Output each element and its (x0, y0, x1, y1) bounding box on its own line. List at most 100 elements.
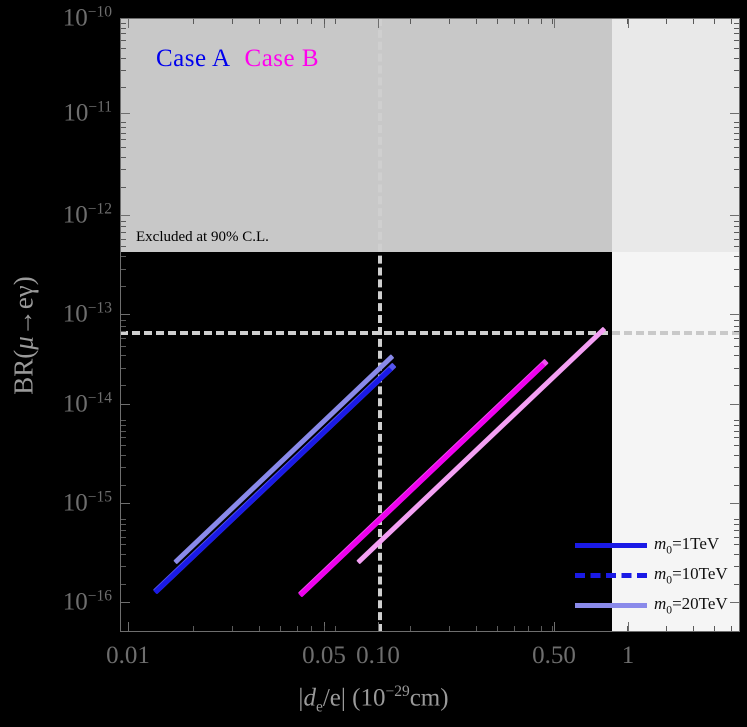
legend-swatch-1 (575, 572, 647, 578)
y-minor-tick (120, 566, 126, 568)
x-minor-tick (730, 626, 732, 632)
y-minor-tick (120, 424, 126, 426)
y-minor-tick (734, 40, 740, 42)
x-minor-tick (311, 626, 313, 632)
y-minor-tick (734, 484, 740, 486)
x-major-tick-top-0 (128, 18, 129, 28)
y-major-tick-right-3 (730, 314, 740, 315)
y-minor-tick (734, 430, 740, 432)
y-major-tick-1 (120, 113, 130, 114)
x-major-tick-top-2 (378, 18, 379, 28)
x-minor-tick (279, 18, 281, 24)
y-minor-tick (734, 345, 740, 347)
x-minor-tick (627, 18, 629, 24)
y-minor-tick (120, 22, 126, 24)
y-minor-tick (120, 536, 126, 538)
x-minor-tick (296, 626, 298, 632)
y-minor-tick (120, 87, 126, 89)
x-minor-tick (713, 626, 715, 632)
y-minor-tick (734, 87, 740, 89)
legend-swatch-2 (575, 602, 647, 608)
x-title-mid: /e| (10 (322, 684, 386, 712)
y-minor-tick (734, 186, 740, 188)
y-minor-tick (734, 126, 740, 128)
y-title-post: →eγ) (8, 276, 39, 337)
x-major-tick-3 (554, 622, 555, 632)
x-minor-tick (513, 626, 515, 632)
x-minor-tick (258, 18, 260, 24)
y-minor-tick (120, 40, 126, 42)
y-minor-tick (120, 246, 126, 248)
x-minor-tick (540, 18, 542, 24)
y-minor-tick (734, 69, 740, 71)
y-minor-tick (120, 331, 126, 333)
reference-line-horizontal (120, 331, 740, 335)
y-minor-tick (120, 156, 126, 158)
x-minor-tick (513, 18, 515, 24)
x-minor-tick (528, 626, 530, 632)
y-minor-tick (734, 156, 740, 158)
y-title-pre: BR( (8, 349, 39, 395)
x-minor-tick (496, 18, 498, 24)
exclusion-region-br (120, 18, 612, 252)
y-title-mu: μ (8, 336, 39, 350)
x-minor-tick (323, 626, 325, 632)
y-minor-tick (120, 139, 126, 141)
y-major-tick-4 (120, 404, 130, 405)
x-tick-label-1: 0.05 (302, 642, 346, 669)
y-minor-tick (734, 454, 740, 456)
x-minor-tick (528, 18, 530, 24)
y-minor-tick (734, 320, 740, 322)
y-tick-label-0: 10−10 (62, 3, 112, 32)
x-minor-tick (335, 18, 337, 24)
x-minor-tick (410, 18, 412, 24)
x-minor-tick (448, 18, 450, 24)
x-minor-tick (692, 626, 694, 632)
y-minor-tick (734, 519, 740, 521)
y-major-tick-0 (120, 18, 130, 19)
x-minor-tick (296, 18, 298, 24)
exclusion-region-edm-upper (612, 18, 740, 252)
y-minor-tick (734, 231, 740, 233)
y-minor-tick (734, 226, 740, 228)
reference-line-horizontal-light (612, 331, 740, 335)
x-minor-tick (410, 626, 412, 632)
x-major-tick-top-4 (628, 18, 629, 28)
x-minor-tick (335, 626, 337, 632)
y-minor-tick (734, 22, 740, 24)
y-minor-tick (734, 47, 740, 49)
y-minor-tick (120, 221, 126, 223)
y-major-tick-2 (120, 215, 130, 216)
legend-item-1: m0=10TeV (575, 560, 728, 590)
x-tick-label-4: 1 (621, 642, 635, 669)
y-minor-tick (120, 126, 126, 128)
y-minor-tick (734, 27, 740, 29)
y-minor-tick (734, 467, 740, 469)
y-tick-label-4: 10−14 (62, 389, 112, 418)
y-minor-tick (120, 524, 126, 526)
y-minor-tick (734, 536, 740, 538)
x-tick-label-0: 0.01 (106, 642, 150, 669)
x-minor-tick (730, 18, 732, 24)
x-minor-tick (475, 626, 477, 632)
y-major-tick-3 (120, 314, 130, 315)
y-minor-tick (734, 445, 740, 447)
y-major-tick-right-4 (730, 404, 740, 405)
y-minor-tick (120, 226, 126, 228)
x-title-post: cm) (409, 684, 449, 712)
x-minor-tick (475, 18, 477, 24)
x-minor-tick (552, 18, 554, 24)
y-minor-tick (734, 544, 740, 546)
y-tick-label-6: 10−16 (62, 587, 112, 616)
y-minor-tick (120, 437, 126, 439)
y-minor-tick (120, 121, 126, 123)
y-minor-tick (120, 554, 126, 555)
x-minor-tick (279, 626, 281, 632)
y-minor-tick (120, 47, 126, 49)
y-minor-tick (734, 337, 740, 339)
y-minor-tick (120, 286, 126, 287)
case-a-label: Case A (156, 45, 231, 72)
x-major-tick-0 (128, 622, 129, 632)
plot-area: Case A Case B Excluded at 90% C.L. m0=1Te… (120, 18, 740, 632)
